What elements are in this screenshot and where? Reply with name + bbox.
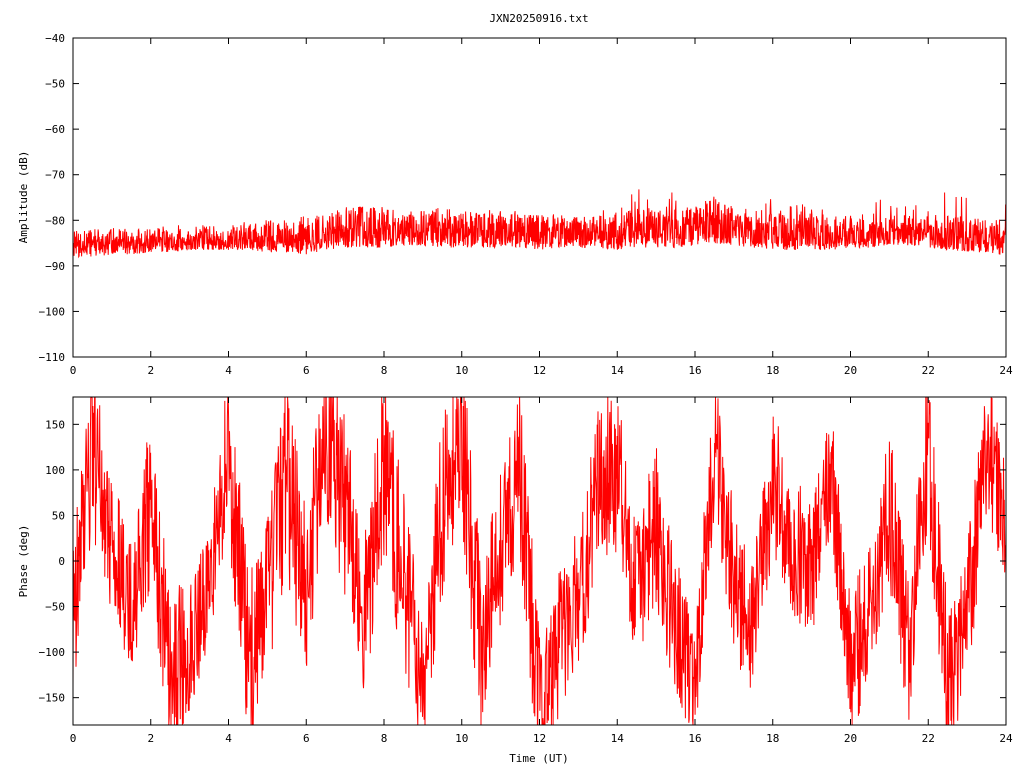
phase-frame <box>72 396 1007 726</box>
x-axis-label: Time (UT) <box>509 752 569 765</box>
phase-y-tick-label: 100 <box>45 464 65 477</box>
amplitude-y-tick-label: −60 <box>45 123 65 136</box>
phase-y-tick-label: 0 <box>58 555 65 568</box>
phase-x-tick-label: 2 <box>147 732 154 745</box>
phase-y-tick-label: 150 <box>45 418 65 431</box>
phase-y-axis-label: Phase (deg) <box>17 525 30 598</box>
chart-title: JXN20250916.txt <box>489 12 588 25</box>
phase-series <box>73 397 1006 725</box>
phase-y-tick-label: −150 <box>39 692 66 705</box>
amplitude-x-tick-label: 0 <box>70 364 77 377</box>
phase-y-tick-label: 50 <box>52 509 65 522</box>
amplitude-x-tick-label: 22 <box>922 364 935 377</box>
phase-x-tick-label: 6 <box>303 732 310 745</box>
phase-x-tick-label: 8 <box>381 732 388 745</box>
amplitude-panel: 0 2 4 6 8 10 12 14 16 18 20 22 24−40−50−60−70−80−90−… <box>17 32 1013 377</box>
amplitude-x-tick-label: 4 <box>225 364 232 377</box>
phase-x-tick-label: 20 <box>844 732 857 745</box>
phase-x-tick-label: 10 <box>455 732 468 745</box>
amplitude-x-tick-label: 20 <box>844 364 857 377</box>
amplitude-y-tick-label: −70 <box>45 169 65 182</box>
amplitude-y-tick-label: −100 <box>39 305 66 318</box>
phase-x-tick-label: 4 <box>225 732 232 745</box>
amplitude-y-tick-label: −40 <box>45 32 65 45</box>
phase-x-tick-label: 16 <box>688 732 701 745</box>
amplitude-y-axis-label: Amplitude (dB) <box>17 151 30 244</box>
amplitude-y-tick-label: −80 <box>45 214 65 227</box>
amplitude-y-tick-label: −110 <box>39 351 66 364</box>
amplitude-x-tick-label: 12 <box>533 364 546 377</box>
phase-x-tick-label: 12 <box>533 732 546 745</box>
amplitude-x-tick-label: 2 <box>147 364 154 377</box>
phase-x-tick-label: 14 <box>611 732 625 745</box>
amplitude-x-tick-label: 16 <box>688 364 701 377</box>
phase-panel: 0 2 4 6 8 10 12 14 16 18 20 22 24150100500−50−100−15… <box>17 396 1013 765</box>
phase-line <box>73 397 1006 725</box>
phase-y-tick-label: −100 <box>39 646 66 659</box>
amplitude-x-tick-label: 6 <box>303 364 310 377</box>
amplitude-line <box>72 189 1007 259</box>
amplitude-x-tick-label: 14 <box>611 364 625 377</box>
phase-y-tick-label: −50 <box>45 601 65 614</box>
amplitude-y-tick-label: −50 <box>45 78 65 91</box>
amplitude-frame <box>72 37 1007 358</box>
phase-ticks: 0 2 4 6 8 10 12 14 16 18 20 22 24150100500−50−100−15… <box>39 397 1013 745</box>
amplitude-series <box>72 189 1007 259</box>
amplitude-x-tick-label: 18 <box>766 364 779 377</box>
phase-x-tick-label: 18 <box>766 732 779 745</box>
amplitude-x-tick-label: 10 <box>455 364 468 377</box>
phase-x-tick-label: 22 <box>922 732 935 745</box>
amplitude-ticks: 0 2 4 6 8 10 12 14 16 18 20 22 24−40−50−60−70−80−90−… <box>39 32 1013 377</box>
amplitude-x-tick-label: 24 <box>999 364 1013 377</box>
phase-x-tick-label: 0 <box>70 732 77 745</box>
amplitude-x-tick-label: 8 <box>381 364 388 377</box>
phase-x-tick-label: 24 <box>999 732 1013 745</box>
amplitude-y-tick-label: −90 <box>45 260 65 273</box>
